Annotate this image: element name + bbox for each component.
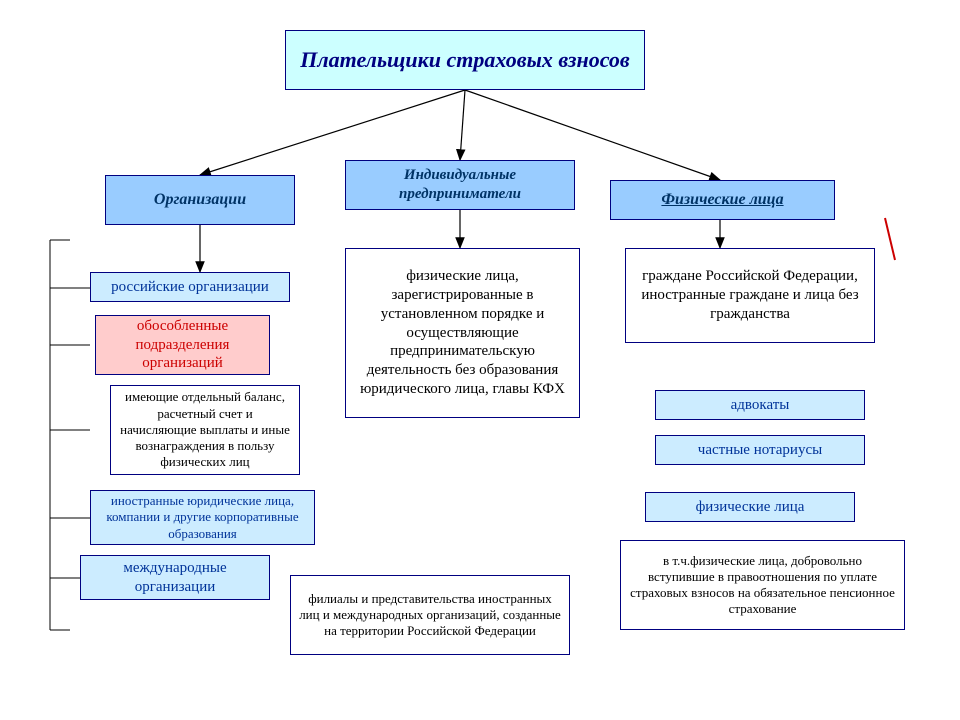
fl-notaries: частные нотариусы	[655, 435, 865, 465]
fl-citizens: граждане Российской Федерации, иностранн…	[625, 248, 875, 343]
fl-voluntary: в т.ч.физические лица, добровольно вступ…	[620, 540, 905, 630]
org-russian: российские организации	[90, 272, 290, 302]
title-box: Плательщики страховых взносов	[285, 30, 645, 90]
org-balance-note: имеющие отдельный баланс, расчетный счет…	[110, 385, 300, 475]
org-subdivisions: обособленные подразделения организаций	[95, 315, 270, 375]
org-international: международные организации	[80, 555, 270, 600]
category-individuals: Физические лица	[610, 180, 835, 220]
fl-advocates: адвокаты	[655, 390, 865, 420]
category-organizations: Организации	[105, 175, 295, 225]
cat2-text: Индивидуальные предприниматели	[354, 166, 566, 204]
org-branches: филиалы и представительства иностранных …	[290, 575, 570, 655]
category-entrepreneurs: Индивидуальные предприниматели	[345, 160, 575, 210]
title-text: Плательщики страховых взносов	[300, 46, 630, 74]
ip-description: физические лица, зарегистрированные в ус…	[345, 248, 580, 418]
cat3-text: Физические лица	[661, 190, 783, 210]
cat1-text: Организации	[154, 190, 246, 210]
org-foreign: иностранные юридические лица, компании и…	[90, 490, 315, 545]
fl-individuals: физические лица	[645, 492, 855, 522]
